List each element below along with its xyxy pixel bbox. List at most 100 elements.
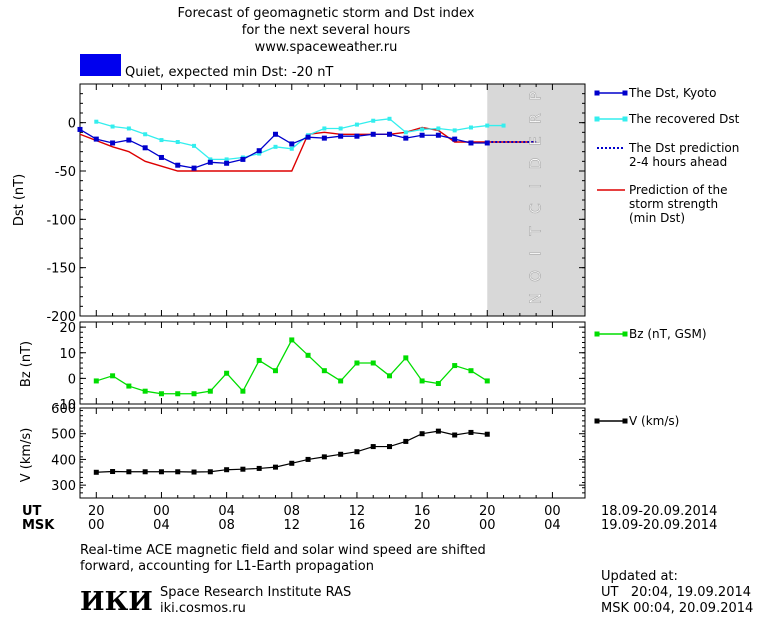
prediction-label-letter: D <box>527 158 545 170</box>
recovered-dst-point <box>387 116 392 121</box>
y-tick-label: -50 <box>55 165 76 180</box>
updated-label: Updated at: <box>601 569 678 584</box>
legend-dst-kyoto-marker <box>594 90 600 96</box>
legend-dst-kyoto-label: The Dst, Kyoto <box>628 86 716 100</box>
status-color-box <box>80 54 121 76</box>
recovered-dst-point <box>371 118 376 123</box>
speed-point <box>370 444 376 450</box>
bz-point <box>272 368 278 374</box>
speed-point <box>191 469 197 475</box>
storm-strength-line <box>79 126 537 172</box>
speed-point <box>387 444 393 450</box>
recovered-dst-point <box>322 126 327 131</box>
legend-recovered-dst-label: The recovered Dst <box>628 112 740 126</box>
prediction-label-letter: C <box>527 203 545 213</box>
msk-date-range: 19.09-20.09.2014 <box>601 518 717 533</box>
speed-point <box>419 431 425 437</box>
recovered-dst-point <box>175 140 180 144</box>
recovered-dst-point <box>257 151 262 156</box>
institute-site: iki.cosmos.ru <box>160 601 246 616</box>
speed-point <box>403 438 409 444</box>
bz-point <box>305 352 311 358</box>
bz-point <box>289 337 295 343</box>
recovered-dst-point <box>224 157 229 162</box>
recovered-dst-point <box>126 126 131 131</box>
bz-point <box>191 391 197 397</box>
bz-point <box>354 360 360 366</box>
dst-kyoto-point <box>126 137 132 143</box>
prediction-label-letter: I <box>527 251 545 255</box>
y-tick-label: 600 <box>51 402 76 417</box>
dst-kyoto-point <box>435 132 441 138</box>
speed-point <box>158 469 164 475</box>
ut-date-range: 18.09-20.09.2014 <box>601 504 717 519</box>
recovered-dst-point <box>94 119 99 124</box>
dst-kyoto-point <box>354 133 360 139</box>
footer-note-line2: forward, accounting for L1-Earth propaga… <box>80 559 374 574</box>
prediction-label-letter: R <box>527 113 545 123</box>
recovered-dst-point <box>192 143 197 148</box>
y-tick-label: 300 <box>51 479 76 494</box>
chart-title-line1: Forecast of geomagnetic storm and Dst in… <box>177 6 474 21</box>
ut-tick-label: 08 <box>284 504 301 519</box>
ut-tick-label: 20 <box>88 504 105 519</box>
bz-point <box>93 378 99 384</box>
dst-kyoto-point <box>289 141 295 147</box>
legend-dst-prediction-label: 2-4 hours ahead <box>629 155 727 169</box>
legend-storm-strength-label: storm strength <box>629 197 718 211</box>
speed-point <box>468 429 474 435</box>
msk-tick-label: 04 <box>544 518 561 533</box>
dst-kyoto-point <box>110 140 116 146</box>
bz-point <box>256 357 262 363</box>
msk-tick-label: 08 <box>218 518 235 533</box>
bz-point <box>175 391 181 397</box>
speed-point <box>484 431 490 437</box>
prediction-label-letter: T <box>527 226 545 237</box>
speed-panel: V (km/s) 600 500 400 300 <box>19 402 586 499</box>
dst-kyoto-point <box>468 140 474 146</box>
bz-point <box>207 388 213 394</box>
dst-kyoto-point <box>191 165 197 171</box>
recovered-dst-point <box>110 124 115 129</box>
speed-point <box>175 469 181 475</box>
ut-tick-label: 20 <box>479 504 496 519</box>
dst-kyoto-point <box>370 131 376 137</box>
y-tick-label: 0 <box>68 117 76 132</box>
prediction-label-letter: I <box>527 184 545 188</box>
dst-kyoto-point <box>256 148 262 154</box>
recovered-dst-point <box>403 130 408 135</box>
recovered-dst-point <box>338 126 343 131</box>
bz-point <box>387 373 393 379</box>
y-tick-label: -150 <box>46 262 76 277</box>
recovered-dst-point <box>208 157 213 162</box>
dst-kyoto-point <box>419 132 425 138</box>
recovered-dst-point <box>289 146 294 151</box>
legend-dst-prediction-label: The Dst prediction <box>628 141 739 155</box>
msk-tick-label: 04 <box>153 518 170 533</box>
legend-recovered-dst-marker <box>594 116 600 122</box>
bz-point <box>403 355 409 361</box>
prediction-band <box>487 84 585 316</box>
msk-tick-label: 12 <box>284 518 301 533</box>
y-tick-label: -100 <box>46 213 76 228</box>
speed-point <box>110 469 116 475</box>
bz-point <box>484 378 490 384</box>
msk-tick-label: 20 <box>414 518 431 533</box>
dst-panel: Dst (nT) 0 -50 -100 -150 -200 P R E D I C T I ON <box>12 83 586 325</box>
legend-dst-kyoto-marker <box>622 90 628 96</box>
bz-point <box>370 360 376 366</box>
recovered-dst-point <box>159 138 164 143</box>
speed-point <box>321 454 327 460</box>
speed-point <box>305 456 311 462</box>
dst-kyoto-point <box>272 131 278 137</box>
bz-line <box>96 338 488 395</box>
dst-kyoto-point <box>77 126 83 132</box>
legend-speed-label: V (km/s) <box>629 414 679 428</box>
y-tick-label: 20 <box>59 321 76 336</box>
updated-msk: MSK 00:04, 20.09.2014 <box>601 601 753 616</box>
bz-point <box>419 378 425 384</box>
site-url: www.spaceweather.ru <box>255 40 398 55</box>
dst-kyoto-point <box>305 134 311 140</box>
bz-axis-label: Bz (nT) <box>19 341 34 387</box>
